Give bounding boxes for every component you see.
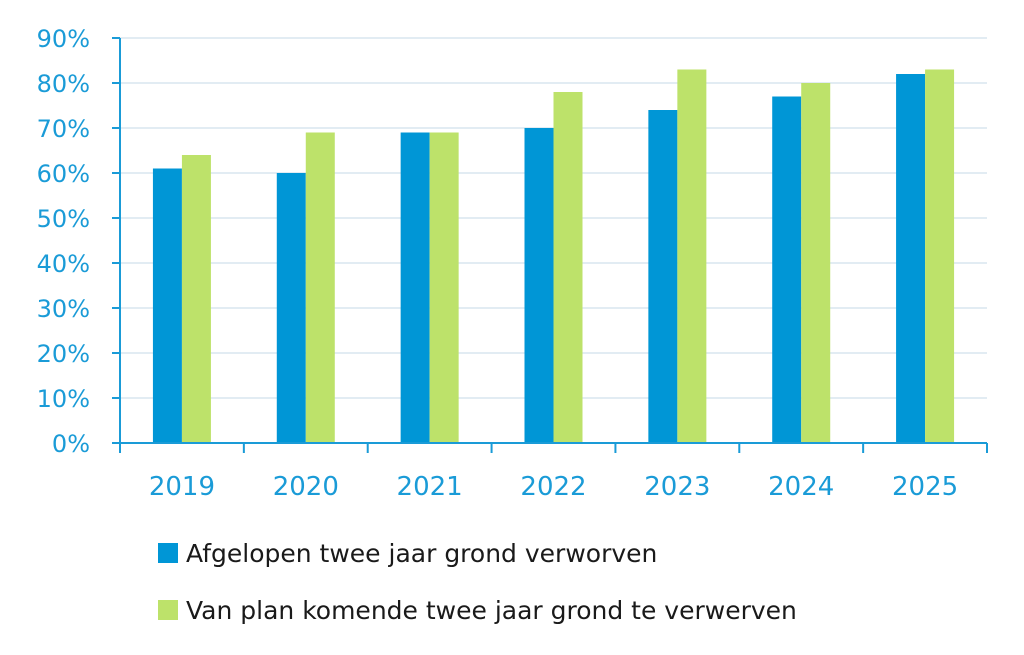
legend: Afgelopen twee jaar grond verworven Van p…: [158, 539, 797, 625]
bars: [152, 69, 955, 443]
bar-afgelopen-2020: [276, 173, 306, 443]
axes: [112, 37, 988, 453]
bar-afgelopen-2024: [772, 96, 802, 443]
bar-van-plan-2023: [677, 69, 707, 443]
bar-van-plan-2019: [181, 155, 211, 443]
x-tick-label: 2019: [149, 472, 215, 502]
x-tick-labels: 2019 2020 2021 2022 2023 2024 2025: [149, 472, 958, 502]
x-tick-label: 2023: [644, 472, 710, 502]
x-tick-label: 2021: [397, 472, 463, 502]
legend-label: Van plan komende twee jaar grond te verw…: [186, 596, 797, 625]
y-tick-labels: 0% 10% 20% 30% 40% 50% 60% 70% 80% 90%: [37, 25, 90, 458]
y-tick-label: 60%: [37, 160, 90, 188]
bar-afgelopen-2019: [152, 168, 182, 443]
y-tick-label: 70%: [37, 115, 90, 143]
bar-van-plan-2025: [925, 69, 955, 443]
y-tick-label: 30%: [37, 295, 90, 323]
x-tick-label: 2025: [892, 472, 958, 502]
bar-afgelopen-2023: [648, 110, 678, 443]
bar-afgelopen-2021: [400, 132, 430, 443]
x-tick-label: 2022: [520, 472, 586, 502]
legend-swatch: [158, 543, 178, 563]
y-tick-label: 10%: [37, 385, 90, 413]
y-tick-label: 50%: [37, 205, 90, 233]
y-tick-label: 40%: [37, 250, 90, 278]
bar-van-plan-2021: [429, 132, 459, 443]
legend-label: Afgelopen twee jaar grond verworven: [186, 539, 657, 568]
y-tick-label: 90%: [37, 25, 90, 53]
y-tick-label: 20%: [37, 340, 90, 368]
bar-van-plan-2022: [553, 92, 583, 443]
bar-van-plan-2020: [305, 132, 335, 443]
bar-afgelopen-2025: [896, 74, 926, 443]
legend-swatch: [158, 600, 178, 620]
x-tick-label: 2024: [768, 472, 834, 502]
bar-afgelopen-2022: [524, 128, 554, 443]
x-tick-label: 2020: [273, 472, 339, 502]
bar-van-plan-2024: [801, 83, 831, 443]
y-tick-label: 0%: [52, 430, 90, 458]
y-tick-label: 80%: [37, 70, 90, 98]
